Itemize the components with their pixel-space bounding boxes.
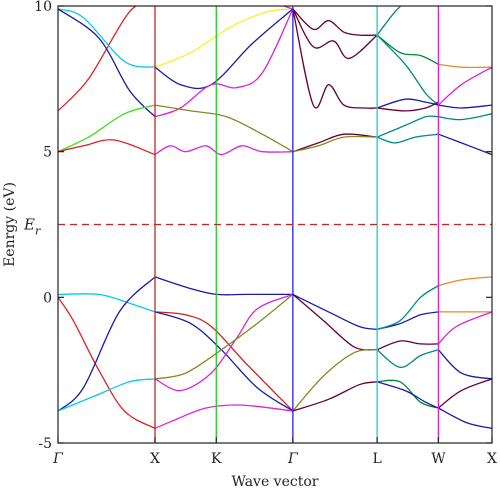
fermi-level-label: Er [23, 216, 41, 238]
band-line-54 [438, 133, 492, 156]
band-line-13 [154, 293, 294, 392]
band-line-40 [376, 98, 439, 109]
band-line-20 [154, 145, 293, 156]
band-line-5 [58, 6, 137, 112]
band-line-52 [438, 104, 492, 109]
x-tick-label-3: K [211, 451, 222, 467]
y-tick-label-1: -5 [38, 436, 52, 452]
band-line-38 [376, 34, 439, 106]
x-tick-label-7: X [487, 451, 497, 467]
band-line-9 [58, 139, 156, 156]
band-line-49 [438, 407, 492, 430]
band-line-8 [58, 104, 156, 153]
y-axis-ticks: -5 0 5 10 [34, 0, 492, 452]
band-line-43 [376, 133, 439, 144]
band-line-29 [292, 133, 378, 153]
band-line-51 [437, 66, 492, 106]
band-line-19 [154, 104, 294, 153]
band-line-21 [281, 6, 294, 10]
x-tick-label-1: Γ [52, 451, 64, 467]
band-line-4 [58, 378, 156, 412]
band-line-50 [438, 63, 492, 69]
band-line-12 [154, 311, 294, 412]
band-line-25 [292, 381, 378, 412]
band-line-53 [438, 113, 492, 121]
band-lines [58, 6, 492, 430]
band-line-39 [376, 6, 402, 36]
band-line-15 [154, 404, 293, 430]
y-tick-label-4: 10 [34, 0, 52, 15]
fermi-label-main: E [23, 216, 35, 234]
x-axis-title: Wave vector [232, 474, 319, 490]
band-line-28 [292, 8, 378, 109]
band-line-22 [292, 293, 378, 331]
band-line-46 [437, 311, 492, 345]
band-line-10 [154, 276, 293, 296]
x-tick-label-4: Γ [287, 451, 299, 467]
band-line-42 [376, 115, 439, 138]
band-line-3 [58, 276, 156, 412]
band-line-18 [154, 8, 294, 118]
x-tick-label-5: L [372, 451, 381, 467]
band-line-44 [438, 276, 492, 287]
band-line-32 [376, 285, 439, 331]
fermi-label-sub: r [35, 225, 41, 238]
band-line-41 [377, 101, 439, 112]
band-line-26 [292, 8, 378, 36]
band-line-17 [154, 8, 294, 90]
band-line-47 [437, 349, 492, 380]
band-line-34 [376, 340, 439, 351]
band-line-2 [58, 293, 156, 313]
band-line-27 [292, 8, 378, 60]
band-line-23 [292, 293, 378, 351]
band-line-36 [376, 381, 439, 409]
band-line-16 [154, 8, 293, 68]
band-line-7 [58, 8, 156, 118]
band-line-30 [292, 135, 378, 153]
band-line-48 [438, 378, 492, 409]
y-tick-label-3: 5 [43, 145, 52, 161]
band-line-11 [154, 311, 294, 412]
band-line-33 [376, 349, 439, 368]
y-axis-title: Eenrgy (eV) [2, 182, 18, 267]
x-tick-label-6: W [431, 451, 446, 467]
band-line-37 [376, 34, 439, 65]
band-line-35 [377, 379, 439, 409]
y-tick-label-2: 0 [43, 290, 52, 306]
x-tick-label-2: X [150, 451, 160, 467]
band-line-14 [154, 293, 294, 380]
plot-frame [57, 5, 493, 444]
band-line-6 [58, 8, 156, 68]
band-line-1 [58, 296, 156, 429]
band-line-24 [292, 349, 378, 412]
